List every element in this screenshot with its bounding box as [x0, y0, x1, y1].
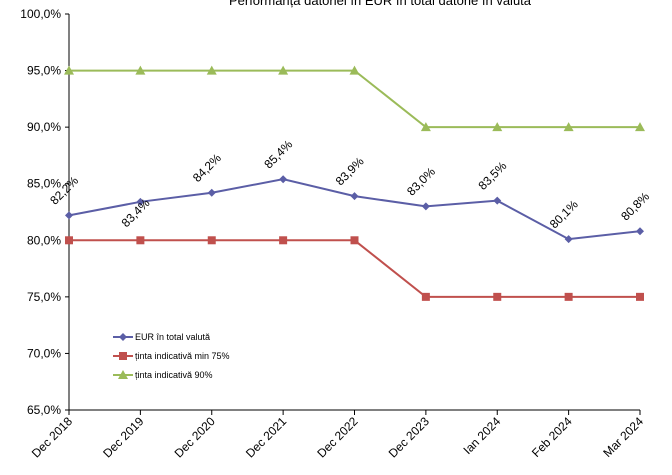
chart-title: Performanța datoriei în EUR în total dat…	[229, 0, 532, 8]
point	[636, 227, 644, 236]
point	[421, 202, 430, 211]
point	[350, 192, 359, 201]
data-label: 83,5%	[475, 159, 509, 193]
point	[65, 236, 73, 245]
point	[635, 122, 645, 132]
legend-label: ținta indicativă 90%	[135, 370, 213, 380]
point	[119, 333, 127, 341]
y-tick-label: 90,0%	[27, 120, 61, 134]
point	[136, 197, 145, 206]
point	[564, 292, 573, 301]
x-tick-label: Dec 2019	[100, 414, 146, 460]
y-tick-label: 75,0%	[27, 290, 61, 304]
point	[206, 65, 217, 75]
point	[135, 65, 146, 75]
point	[119, 352, 127, 360]
y-tick-label: 100,0%	[20, 7, 61, 21]
data-label: 80,8%	[618, 189, 652, 223]
point	[493, 196, 502, 205]
y-tick-label: 70,0%	[27, 346, 61, 360]
point	[278, 65, 289, 75]
point	[421, 292, 430, 301]
y-tick-label: 65,0%	[27, 403, 61, 417]
point	[207, 236, 216, 245]
y-tick-label: 95,0%	[27, 64, 61, 78]
point	[279, 236, 288, 245]
point	[492, 122, 503, 132]
data-label: 85,4%	[261, 137, 295, 171]
x-tick-label: Dec 2020	[172, 414, 218, 460]
legend-label: ținta indicativă min 75%	[135, 351, 230, 361]
point	[207, 188, 216, 197]
point	[349, 65, 360, 75]
x-tick-label: Ian 2024	[460, 414, 503, 457]
point	[350, 236, 359, 245]
data-label: 80,1%	[547, 197, 581, 231]
point	[118, 370, 128, 379]
x-tick-label: Mar 2024	[600, 414, 646, 460]
point	[564, 235, 573, 244]
y-tick-label: 85,0%	[27, 177, 61, 191]
point	[636, 292, 644, 301]
point	[136, 236, 145, 245]
point	[420, 122, 431, 132]
point	[279, 175, 288, 184]
x-tick-label: Feb 2024	[529, 414, 575, 460]
series-line	[69, 239, 640, 298]
data-label: 83,9%	[333, 154, 367, 188]
data-label: 83,0%	[404, 164, 438, 198]
legend-label: EUR în total valută	[135, 332, 210, 342]
x-tick-label: Dec 2018	[29, 414, 75, 460]
point	[64, 65, 74, 75]
point	[65, 211, 73, 220]
x-tick-label: Dec 2022	[314, 414, 360, 460]
x-tick-label: Dec 2021	[243, 414, 289, 460]
point	[493, 292, 502, 301]
x-tick-label: Dec 2023	[386, 414, 432, 460]
y-tick-label: 80,0%	[27, 233, 61, 247]
series-line	[69, 69, 640, 129]
data-label: 84,2%	[190, 151, 224, 185]
point	[563, 122, 574, 132]
